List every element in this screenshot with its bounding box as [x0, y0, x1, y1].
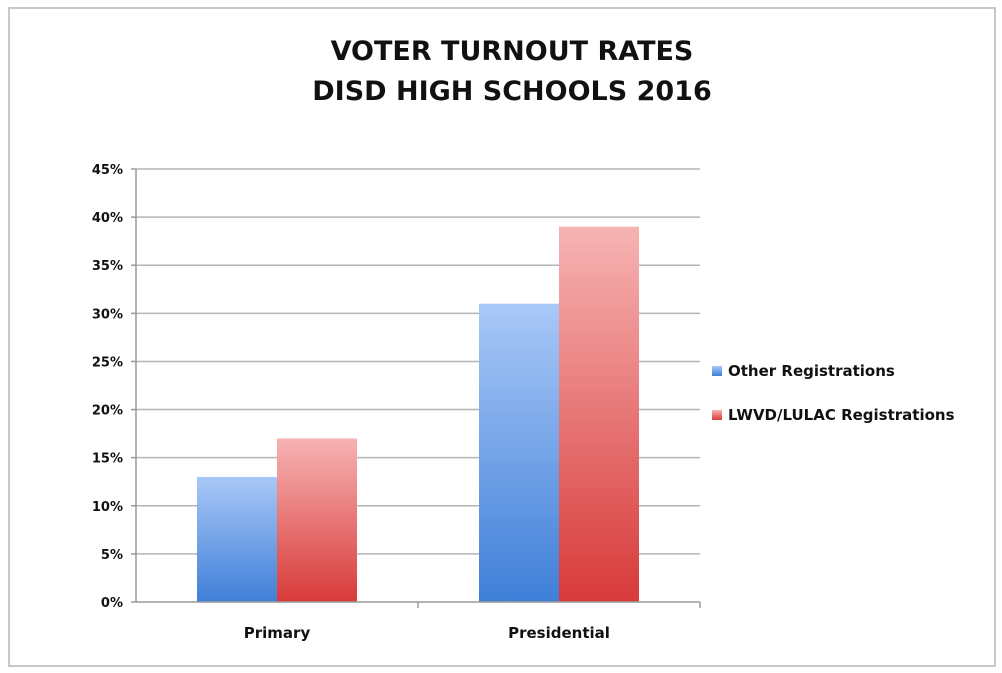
y-tick-label: 40%	[92, 211, 123, 226]
bar-primary-series-1	[197, 476, 277, 602]
legend-label-series-2: LWVD/LULAC Registrations	[728, 406, 955, 424]
legend-swatch-series-2	[712, 410, 722, 420]
y-tick-label: 35%	[92, 259, 123, 274]
legend-label-series-1: Other Registrations	[728, 362, 895, 380]
bar-presidential-series-2	[559, 226, 639, 602]
legend: Other Registrations LWVD/LULAC Registrati…	[712, 362, 955, 424]
y-tick-label: 0%	[101, 596, 123, 611]
y-tick-label: 45%	[92, 163, 123, 178]
axes: 0% 5% 10% 15% 20% 25% 30% 35% 40% 45% Primary Presi…	[92, 163, 701, 642]
y-tick-label: 5%	[101, 548, 123, 563]
y-tick-label: 10%	[92, 500, 123, 515]
legend-swatch-series-1	[712, 366, 722, 376]
bar-primary-series-2	[277, 438, 357, 602]
chart-title-line-1: VOTER TURNOUT RATES	[331, 36, 694, 67]
chart-title-line-2: DISD HIGH SCHOOLS 2016	[312, 76, 711, 107]
x-category-label: Primary	[244, 624, 311, 642]
y-tick-label: 25%	[92, 355, 123, 370]
y-tick-label: 15%	[92, 452, 123, 467]
y-tick-label: 30%	[92, 307, 123, 322]
y-tick-label: 20%	[92, 404, 123, 419]
bar-presidential-series-1	[479, 303, 559, 602]
bars	[197, 226, 639, 602]
x-category-label: Presidential	[508, 624, 610, 642]
